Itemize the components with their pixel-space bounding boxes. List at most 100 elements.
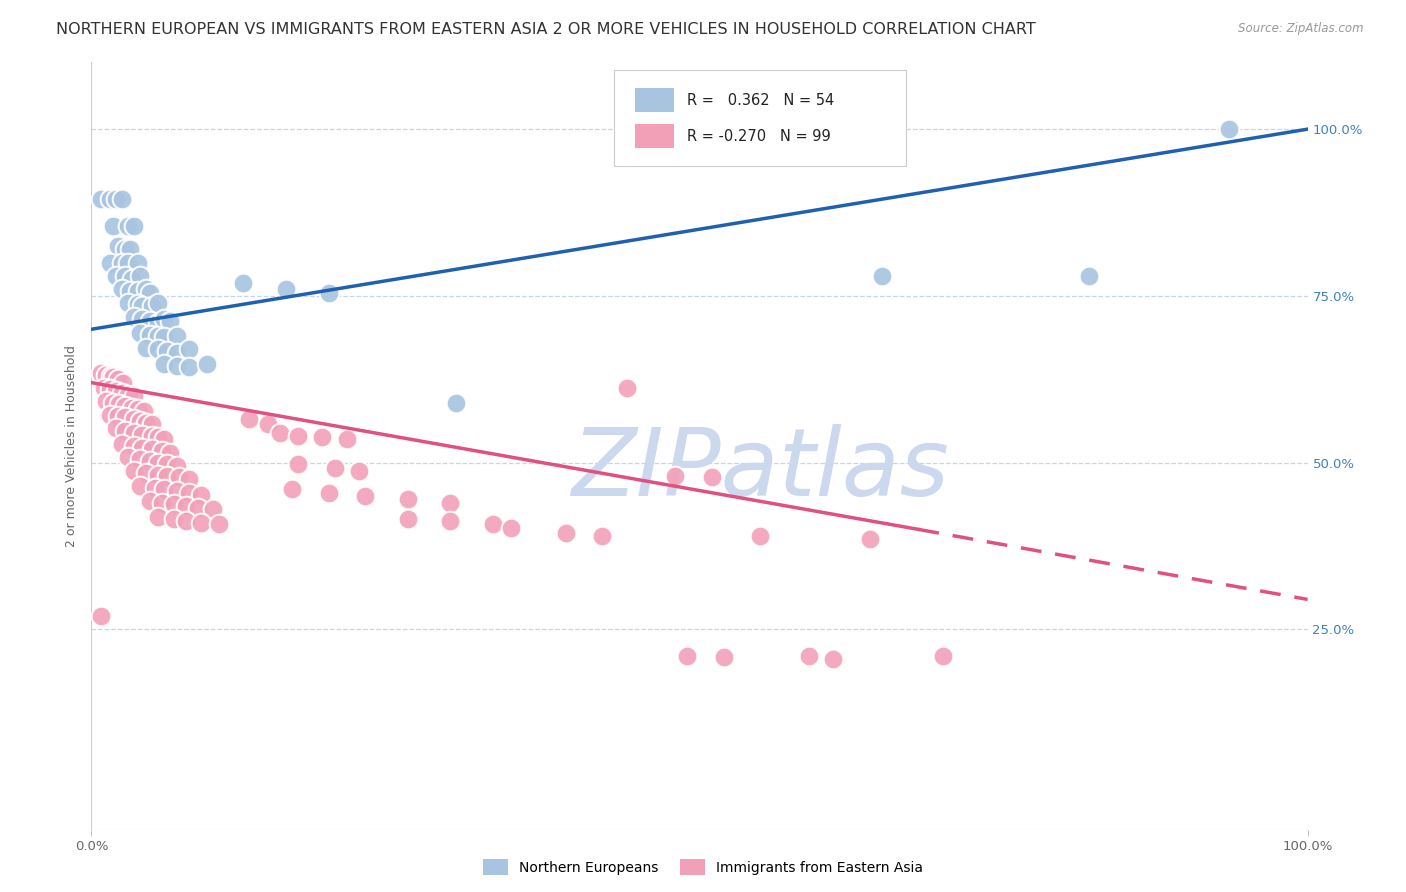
Point xyxy=(153,330,176,344)
Text: Source: ZipAtlas.com: Source: ZipAtlas.com xyxy=(1239,22,1364,36)
Point xyxy=(114,399,136,413)
Point xyxy=(167,470,190,484)
Point xyxy=(131,427,153,442)
Point xyxy=(117,295,139,310)
Point xyxy=(108,397,131,411)
Point xyxy=(148,430,170,444)
Point xyxy=(274,282,297,296)
Point xyxy=(177,343,200,357)
Point xyxy=(148,510,170,524)
Point xyxy=(114,268,136,283)
Point xyxy=(318,485,340,500)
Point xyxy=(122,412,145,426)
Point xyxy=(98,408,121,422)
Point xyxy=(177,360,200,375)
Point xyxy=(114,410,136,425)
Point xyxy=(148,329,170,343)
Point xyxy=(481,516,503,531)
Point xyxy=(90,609,112,624)
Point xyxy=(117,255,139,269)
Point xyxy=(202,502,225,516)
Point xyxy=(823,652,845,666)
Point xyxy=(122,464,145,478)
Point xyxy=(117,219,139,233)
Point xyxy=(111,385,134,400)
Point xyxy=(141,417,163,431)
Point xyxy=(159,314,181,328)
Point xyxy=(107,372,129,386)
Point xyxy=(121,401,143,415)
Point xyxy=(98,382,121,396)
Point xyxy=(103,395,125,409)
Point xyxy=(135,466,157,480)
Point xyxy=(396,492,419,507)
Point xyxy=(153,357,176,371)
Point xyxy=(131,299,153,313)
Point xyxy=(396,512,419,526)
Point xyxy=(713,650,735,665)
Point xyxy=(132,403,155,417)
Point xyxy=(153,483,176,497)
Point xyxy=(554,525,576,540)
Point xyxy=(148,316,170,330)
Point xyxy=(287,429,309,443)
Point xyxy=(177,485,200,500)
Point xyxy=(129,326,152,340)
Text: NORTHERN EUROPEAN VS IMMIGRANTS FROM EASTERN ASIA 2 OR MORE VEHICLES IN HOUSEHOL: NORTHERN EUROPEAN VS IMMIGRANTS FROM EAS… xyxy=(56,22,1036,37)
Point xyxy=(148,467,170,482)
Point xyxy=(676,649,699,664)
Legend: Northern Europeans, Immigrants from Eastern Asia: Northern Europeans, Immigrants from East… xyxy=(478,854,928,880)
Point xyxy=(129,452,152,467)
Point xyxy=(139,327,162,342)
Point xyxy=(664,469,686,483)
Point xyxy=(121,272,143,286)
Point xyxy=(135,282,157,296)
Point xyxy=(281,483,304,497)
FancyBboxPatch shape xyxy=(614,70,907,166)
Point xyxy=(444,395,467,409)
Point xyxy=(93,381,115,395)
Point xyxy=(90,192,112,206)
Point xyxy=(107,409,129,423)
Point xyxy=(148,295,170,310)
Text: R = -0.270   N = 99: R = -0.270 N = 99 xyxy=(688,128,831,144)
Point xyxy=(1218,122,1240,136)
Point xyxy=(177,472,200,486)
Point xyxy=(1077,268,1099,283)
Point xyxy=(153,312,176,326)
Point xyxy=(700,470,723,484)
Point xyxy=(98,192,121,206)
Point xyxy=(127,255,149,269)
Point xyxy=(127,284,149,298)
Text: ZIPatlas: ZIPatlas xyxy=(571,424,949,515)
Point xyxy=(122,219,145,233)
Point xyxy=(104,268,127,283)
Point xyxy=(100,368,122,383)
Point xyxy=(120,242,142,256)
Point xyxy=(931,649,953,664)
Point xyxy=(111,255,134,269)
Point xyxy=(166,458,188,473)
Point xyxy=(156,343,179,358)
Point xyxy=(232,276,254,290)
Point xyxy=(141,442,163,457)
Point xyxy=(135,341,157,355)
Point xyxy=(187,501,209,516)
Point xyxy=(269,425,291,440)
Point xyxy=(354,489,377,503)
Point xyxy=(94,368,117,382)
Point xyxy=(111,192,134,206)
Point xyxy=(174,515,197,529)
Point xyxy=(148,343,170,357)
Point xyxy=(114,424,136,438)
Point xyxy=(323,461,346,475)
Point xyxy=(94,394,117,409)
Point xyxy=(256,417,278,431)
Point xyxy=(111,437,134,451)
Point xyxy=(439,496,461,510)
Point xyxy=(148,456,170,470)
Point xyxy=(318,285,340,300)
Point xyxy=(122,439,145,453)
Point xyxy=(163,497,186,511)
Point xyxy=(439,515,461,529)
